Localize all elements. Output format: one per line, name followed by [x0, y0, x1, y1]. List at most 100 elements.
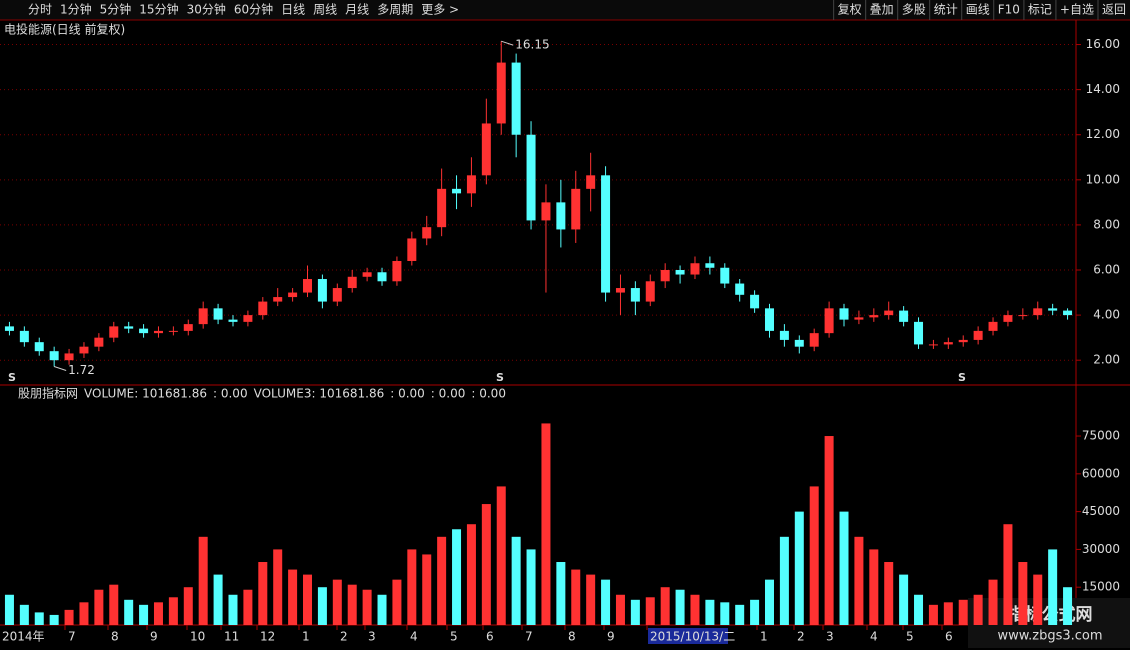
toolbar-button[interactable]: F10 — [998, 3, 1020, 17]
candle-body — [139, 328, 149, 334]
candle-body — [615, 288, 625, 293]
low-label: 1.72 — [68, 363, 95, 377]
candle-body — [764, 308, 774, 331]
candle-body — [496, 62, 506, 124]
candle-body — [94, 337, 104, 347]
volume-bar — [1033, 574, 1043, 625]
candle-body — [914, 321, 924, 345]
candle-body — [49, 351, 59, 361]
volume-bar — [481, 504, 491, 625]
volume-bar — [839, 511, 849, 625]
volume-bar — [153, 602, 163, 625]
volume-tick-label: 75000 — [1082, 429, 1120, 443]
toolbar-button[interactable]: 多股 — [902, 3, 926, 17]
volume-bar — [273, 549, 283, 625]
volume-bar — [496, 486, 506, 625]
toolbar-button[interactable]: +自选 — [1060, 3, 1094, 17]
volume-bar — [4, 594, 14, 625]
date-label: 1 — [760, 630, 768, 644]
candle-body — [988, 321, 998, 331]
indicator-value: : 0.00 — [471, 387, 506, 401]
date-label: 7 — [525, 630, 533, 644]
candle-body — [899, 310, 909, 322]
volume-bar — [347, 584, 357, 625]
toolbar-button[interactable]: 多周期 — [377, 3, 413, 17]
date-label: 12 — [260, 630, 275, 644]
toolbar-button[interactable]: 复权 — [838, 3, 862, 17]
volume-bar — [869, 549, 879, 625]
candle-body — [362, 272, 372, 277]
candle-body — [973, 330, 983, 340]
volume-bar — [571, 569, 581, 625]
volume-bar — [1048, 549, 1058, 625]
candle-body — [1033, 308, 1043, 316]
candle-body — [720, 267, 730, 284]
toolbar-button[interactable]: 分时 — [28, 3, 52, 17]
candle-body — [153, 330, 163, 334]
date-label: 3 — [826, 630, 834, 644]
candle-body — [466, 175, 476, 194]
candle-body — [332, 288, 342, 302]
toolbar-button[interactable]: 返回 — [1102, 3, 1126, 17]
toolbar-button[interactable]: 画线 — [966, 3, 990, 17]
volume-bar — [928, 604, 938, 625]
toolbar-button[interactable]: 月线 — [345, 3, 369, 17]
candle-body — [854, 317, 864, 320]
volume-bar — [914, 594, 924, 625]
date-label: 4 — [410, 630, 418, 644]
toolbar-button[interactable]: 日线 — [281, 3, 305, 17]
volume-tick-label: 15000 — [1082, 580, 1120, 594]
volume-bar — [601, 579, 611, 625]
toolbar-button[interactable]: 统计 — [934, 3, 958, 17]
signal-marker: S — [496, 371, 504, 384]
volume-bar — [303, 574, 313, 625]
volume-bar — [213, 574, 223, 625]
toolbar-button[interactable]: 5分钟 — [100, 2, 132, 17]
volume-bar — [109, 584, 119, 625]
toolbar-button[interactable]: 15分钟 — [139, 2, 178, 17]
toolbar-button[interactable]: 30分钟 — [187, 2, 226, 17]
candle-body — [273, 297, 283, 302]
candle-body — [437, 188, 447, 228]
date-label: 6 — [486, 630, 494, 644]
toolbar-button[interactable]: 1分钟 — [60, 2, 92, 17]
candle-body — [690, 263, 700, 275]
candle-body — [377, 272, 387, 282]
volume-bar — [675, 589, 685, 625]
volume-bar — [34, 612, 44, 625]
candle-body — [794, 339, 804, 347]
toolbar-button[interactable]: 60分钟 — [234, 2, 273, 17]
volume-bar — [884, 562, 894, 625]
volume-bar — [705, 599, 715, 625]
candle-body — [839, 308, 849, 320]
volume-bar — [94, 589, 104, 625]
candle-body — [303, 279, 313, 293]
indicator-value: : 0.00 — [213, 387, 248, 401]
toolbar-button[interactable]: 标记 — [1028, 3, 1052, 17]
candle-body — [109, 326, 119, 338]
toolbar-button[interactable]: 叠加 — [870, 3, 894, 17]
volume-bar — [630, 599, 640, 625]
volume-bar — [973, 594, 983, 625]
volume-bar — [720, 602, 730, 625]
volume-bar — [943, 602, 953, 625]
candle-body — [124, 326, 134, 329]
volume-bar — [243, 589, 253, 625]
date-label: 6 — [945, 630, 953, 644]
candle-body — [288, 292, 298, 298]
candle-body — [571, 188, 581, 230]
candle-body — [183, 324, 193, 331]
date-label: 2014年 — [2, 630, 45, 644]
high-pointer — [501, 40, 514, 46]
indicator-name: 股朋指标网 — [18, 386, 78, 401]
toolbar-bg — [0, 0, 1130, 20]
candle-body — [392, 260, 402, 282]
toolbar-button[interactable]: 更多 > — [421, 3, 459, 17]
toolbar-button[interactable]: 周线 — [313, 3, 337, 17]
volume-bar — [958, 599, 968, 625]
volume-tick-label: 60000 — [1082, 466, 1120, 480]
volume-bar — [466, 524, 476, 625]
y-tick-label: 12.00 — [1086, 127, 1120, 141]
indicator-value: : 0.00 — [431, 387, 466, 401]
